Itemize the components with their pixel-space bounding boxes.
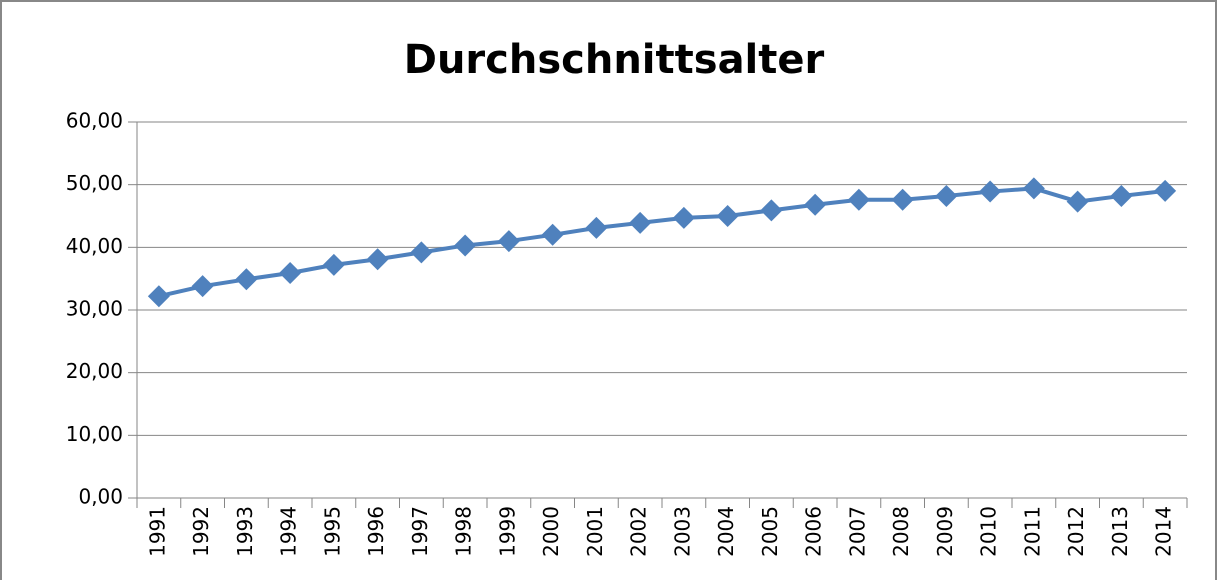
x-tick-label: 2013 bbox=[1108, 506, 1132, 557]
x-tick-label: 2000 bbox=[539, 506, 563, 557]
marker bbox=[410, 241, 433, 264]
x-tick-label: 1992 bbox=[189, 506, 213, 557]
x-tick-label: 2014 bbox=[1152, 506, 1176, 557]
x-tick-label: 1998 bbox=[452, 506, 476, 557]
x-tick-label: 1995 bbox=[320, 506, 344, 557]
marker bbox=[1154, 179, 1177, 202]
y-tick-label: 10,00 bbox=[66, 422, 123, 446]
marker bbox=[147, 285, 170, 308]
y-tick-label: 40,00 bbox=[66, 234, 123, 258]
marker bbox=[454, 234, 477, 257]
marker bbox=[191, 275, 214, 298]
marker bbox=[541, 223, 564, 246]
y-tick-label: 20,00 bbox=[66, 359, 123, 383]
x-tick-label: 2009 bbox=[933, 506, 957, 557]
marker bbox=[1110, 184, 1133, 207]
marker bbox=[279, 262, 302, 285]
marker bbox=[979, 180, 1002, 203]
x-tick-label: 1994 bbox=[277, 506, 301, 557]
x-tick-label: 1993 bbox=[233, 506, 257, 557]
marker bbox=[891, 188, 914, 211]
x-tick-label: 1996 bbox=[364, 506, 388, 557]
marker bbox=[672, 206, 695, 229]
x-tick-label: 2005 bbox=[758, 506, 782, 557]
marker bbox=[716, 205, 739, 227]
x-tick-label: 2012 bbox=[1064, 506, 1088, 557]
marker bbox=[497, 230, 520, 253]
x-tick-label: 2004 bbox=[714, 506, 738, 557]
marker bbox=[629, 211, 652, 234]
x-tick-label: 1997 bbox=[408, 506, 432, 557]
marker bbox=[847, 188, 870, 211]
y-tick-label: 50,00 bbox=[66, 171, 123, 195]
x-tick-label: 1999 bbox=[495, 506, 519, 557]
marker bbox=[235, 268, 258, 291]
x-tick-label: 1991 bbox=[145, 506, 169, 557]
y-tick-label: 30,00 bbox=[66, 297, 123, 321]
x-tick-label: 2010 bbox=[977, 506, 1001, 557]
x-tick-label: 2003 bbox=[670, 506, 694, 557]
x-tick-label: 2008 bbox=[889, 506, 913, 557]
y-tick-label: 60,00 bbox=[66, 109, 123, 133]
marker bbox=[366, 248, 389, 271]
x-tick-label: 2011 bbox=[1020, 506, 1044, 557]
marker bbox=[760, 199, 783, 222]
marker bbox=[804, 193, 827, 216]
marker bbox=[585, 216, 608, 239]
marker bbox=[1022, 177, 1045, 200]
chart-title: Durchschnittsalter bbox=[404, 37, 825, 83]
marker bbox=[1066, 190, 1089, 213]
x-tick-label: 2002 bbox=[627, 506, 651, 557]
x-tick-label: 2007 bbox=[845, 506, 869, 557]
y-tick-label: 0,00 bbox=[78, 485, 123, 509]
marker bbox=[935, 184, 958, 207]
x-tick-label: 2006 bbox=[802, 506, 826, 557]
marker bbox=[322, 253, 345, 276]
x-tick-label: 2001 bbox=[583, 506, 607, 557]
